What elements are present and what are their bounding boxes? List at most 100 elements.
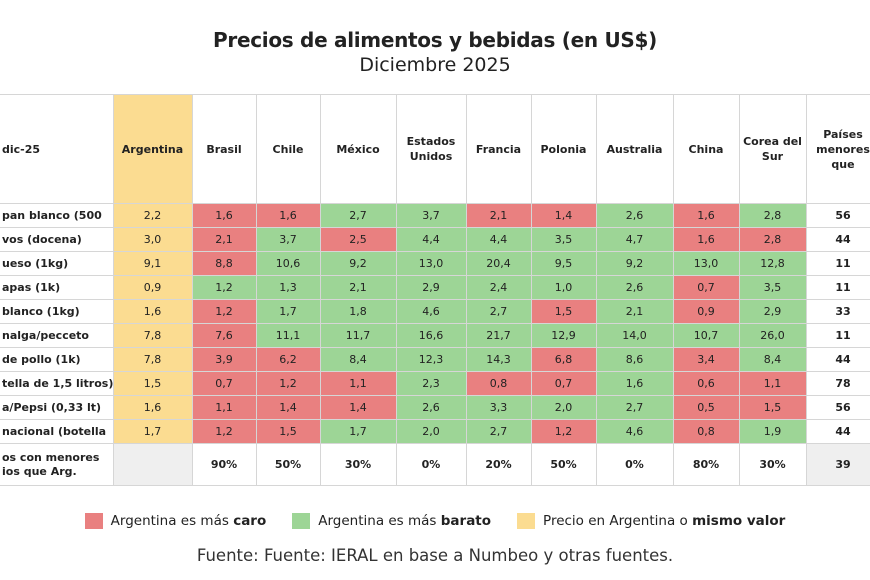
table-row: nacional (botella 1,7 1,2 1,5 1,7 2,0 2,7 1,2 4,… bbox=[0, 419, 870, 444]
summary-label: os con menores ios que Arg. bbox=[0, 443, 114, 486]
price-cell: 2,2 bbox=[112, 203, 193, 228]
legend-item-barato: Argentina es más barato bbox=[292, 513, 491, 529]
price-cell: 20,4 bbox=[465, 251, 532, 276]
price-cell: 1,2 bbox=[191, 419, 257, 444]
price-cell: 1,5 bbox=[112, 371, 193, 396]
column-header: Francia bbox=[465, 94, 532, 204]
price-cell: 14,3 bbox=[465, 347, 532, 372]
price-cell: 2,6 bbox=[595, 203, 674, 228]
price-cell: 4,6 bbox=[595, 419, 674, 444]
price-cell: 1,6 bbox=[595, 371, 674, 396]
price-cell: 0,7 bbox=[191, 371, 257, 396]
column-header: Argentina bbox=[112, 94, 193, 204]
summary-cell: 50% bbox=[255, 443, 321, 486]
price-cell: 1,9 bbox=[738, 419, 807, 444]
row-label: a/Pepsi (0,33 lt) bbox=[0, 395, 114, 420]
price-cell: 1,6 bbox=[112, 395, 193, 420]
price-cell: 2,0 bbox=[530, 395, 597, 420]
price-cell: 1,5 bbox=[738, 395, 807, 420]
price-cell: 10,7 bbox=[672, 323, 740, 348]
price-cell: 7,8 bbox=[112, 347, 193, 372]
corner-label: dic-25 bbox=[0, 94, 114, 204]
legend-swatch-yellow bbox=[517, 513, 536, 529]
source-note: Fuente: Fuente: IERAL en base a Numbeo y… bbox=[196, 546, 674, 565]
price-cell: 2,3 bbox=[395, 371, 467, 396]
price-cell: 1,7 bbox=[255, 299, 321, 324]
price-cell: 0,9 bbox=[672, 299, 740, 324]
price-cell: 3,9 bbox=[191, 347, 257, 372]
column-header: Brasil bbox=[191, 94, 257, 204]
summary-cell bbox=[112, 443, 193, 486]
row-label: tella de 1,5 litros) bbox=[0, 371, 114, 396]
legend-text: Argentina es más bbox=[318, 513, 441, 529]
price-cell: 3,3 bbox=[465, 395, 532, 420]
price-cell: 9,1 bbox=[112, 251, 193, 276]
row-label: nacional (botella bbox=[0, 419, 114, 444]
row-last-value: 11 bbox=[805, 323, 870, 348]
row-label: de pollo (1k) bbox=[0, 347, 114, 372]
column-header: Polonia bbox=[530, 94, 597, 204]
table-row: vos (docena) 3,0 2,1 3,7 2,5 4,4 4,4 3,5 4,7 1,6 2… bbox=[0, 227, 870, 252]
price-cell: 1,5 bbox=[255, 419, 321, 444]
row-last-value: 44 bbox=[805, 419, 870, 444]
legend-text: Precio en Argentina o bbox=[543, 513, 693, 529]
summary-cell: 50% bbox=[530, 443, 597, 486]
legend-item-mismo: Precio en Argentina o mismo valor bbox=[517, 513, 785, 529]
row-label: blanco (1kg) bbox=[0, 299, 114, 324]
price-cell: 1,5 bbox=[530, 299, 597, 324]
price-cell: 2,7 bbox=[465, 299, 532, 324]
price-cell: 1,4 bbox=[319, 395, 397, 420]
price-cell: 0,7 bbox=[672, 275, 740, 300]
price-cell: 3,0 bbox=[112, 227, 193, 252]
price-cell: 9,2 bbox=[319, 251, 397, 276]
table-row: a/Pepsi (0,33 lt) 1,6 1,1 1,4 1,4 2,6 3,3 2,0 2,… bbox=[0, 395, 870, 420]
legend: Argentina es más caro Argentina es más b… bbox=[0, 513, 870, 529]
price-cell: 0,8 bbox=[672, 419, 740, 444]
price-cell: 1,6 bbox=[672, 203, 740, 228]
price-cell: 2,7 bbox=[465, 419, 532, 444]
price-cell: 4,6 bbox=[395, 299, 467, 324]
column-header: Australia bbox=[595, 94, 674, 204]
column-header: Estados Unidos bbox=[395, 94, 467, 204]
price-cell: 2,1 bbox=[191, 227, 257, 252]
price-cell: 1,7 bbox=[112, 419, 193, 444]
price-cell: 1,6 bbox=[255, 203, 321, 228]
price-cell: 2,8 bbox=[738, 227, 807, 252]
table-row: blanco (1kg) 1,6 1,2 1,7 1,8 4,6 2,7 1,5 2,1 0,9 2… bbox=[0, 299, 870, 324]
price-cell: 0,7 bbox=[530, 371, 597, 396]
legend-label-barato: Argentina es más barato bbox=[318, 513, 491, 529]
price-cell: 13,0 bbox=[395, 251, 467, 276]
price-cell: 21,7 bbox=[465, 323, 532, 348]
price-cell: 1,2 bbox=[191, 299, 257, 324]
price-cell: 2,1 bbox=[595, 299, 674, 324]
chart-subtitle: Diciembre 2025 bbox=[359, 54, 511, 76]
price-cell: 26,0 bbox=[738, 323, 807, 348]
price-cell: 3,4 bbox=[672, 347, 740, 372]
row-last-value: 44 bbox=[805, 227, 870, 252]
price-cell: 12,9 bbox=[530, 323, 597, 348]
legend-swatch-green bbox=[292, 513, 311, 529]
row-last-value: 44 bbox=[805, 347, 870, 372]
price-cell: 11,1 bbox=[255, 323, 321, 348]
price-table: dic-25 Argentina Brasil Chile México Estados … bbox=[0, 94, 870, 486]
price-cell: 2,8 bbox=[738, 203, 807, 228]
legend-item-caro: Argentina es más caro bbox=[84, 513, 267, 529]
price-cell: 1,3 bbox=[255, 275, 321, 300]
column-header: China bbox=[672, 94, 740, 204]
row-label: nalga/pecceto bbox=[0, 323, 114, 348]
price-cell: 4,4 bbox=[465, 227, 532, 252]
price-cell: 9,2 bbox=[595, 251, 674, 276]
price-cell: 2,5 bbox=[319, 227, 397, 252]
column-header-last: Países menores que bbox=[805, 94, 870, 204]
price-cell: 7,6 bbox=[191, 323, 257, 348]
column-header: Chile bbox=[255, 94, 321, 204]
price-cell: 10,6 bbox=[255, 251, 321, 276]
price-cell: 12,3 bbox=[395, 347, 467, 372]
price-cell: 2,1 bbox=[319, 275, 397, 300]
summary-cell: 30% bbox=[738, 443, 807, 486]
legend-text: Argentina es más bbox=[110, 513, 234, 529]
row-last-value: 11 bbox=[805, 251, 870, 276]
table-row: pan blanco (500 2,2 1,6 1,6 2,7 3,7 2,1 1,4 2,6 1… bbox=[0, 203, 870, 228]
legend-label-caro: Argentina es más caro bbox=[111, 513, 267, 529]
table-row: ueso (1kg) 9,1 8,8 10,6 9,2 13,0 20,4 9,5 9,2 13,… bbox=[0, 251, 870, 276]
